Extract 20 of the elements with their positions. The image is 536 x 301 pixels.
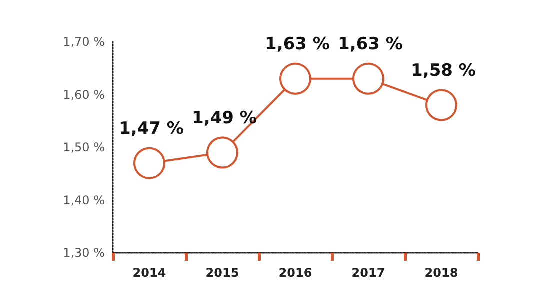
data-label: 1,49 % bbox=[192, 108, 257, 128]
point bbox=[352, 62, 384, 95]
y-tick-label: 1,70 % bbox=[63, 35, 105, 49]
x-tick-label: 2017 bbox=[352, 266, 386, 280]
data-label: 1,47 % bbox=[119, 118, 184, 139]
x-tick-label: 2016 bbox=[278, 266, 312, 280]
y-tick-label: 1,30 % bbox=[63, 246, 105, 260]
y-tick-label: 1,50 % bbox=[63, 140, 105, 154]
point bbox=[426, 89, 458, 122]
point bbox=[206, 136, 238, 169]
x-tick-label: 2018 bbox=[424, 266, 458, 280]
point bbox=[280, 62, 312, 95]
y-tick-label: 1,40 % bbox=[63, 193, 105, 208]
x-tick-label: 2014 bbox=[132, 266, 166, 280]
data-label: 1,63 % bbox=[265, 34, 330, 54]
data-label: 1,58 % bbox=[411, 60, 476, 81]
y-tick-label: 1,60 % bbox=[63, 88, 105, 102]
point bbox=[134, 147, 166, 180]
data-label: 1,63 % bbox=[338, 34, 403, 54]
x-tick-label: 2015 bbox=[206, 266, 240, 280]
